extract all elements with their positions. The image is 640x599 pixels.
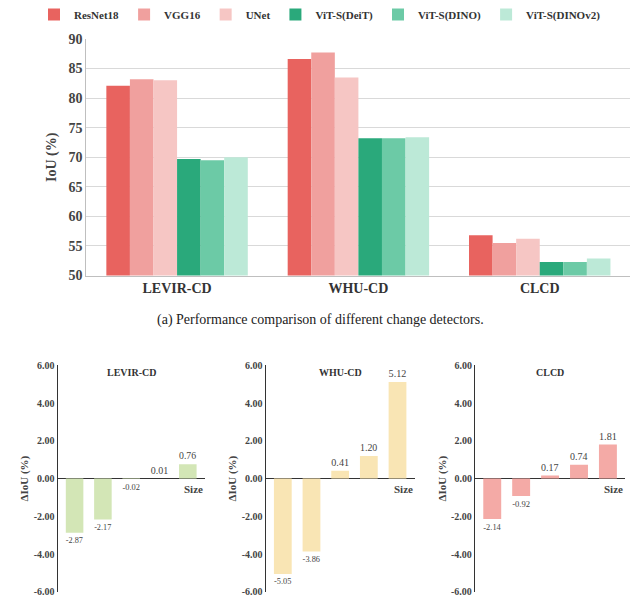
svg-text:CLCD: CLCD bbox=[536, 367, 564, 378]
svg-text:IoU (%): IoU (%) bbox=[44, 132, 60, 182]
svg-text:1.81: 1.81 bbox=[599, 431, 617, 442]
svg-text:-2.17: -2.17 bbox=[94, 523, 111, 532]
svg-text:2.00: 2.00 bbox=[37, 435, 55, 446]
svg-text:ViT-S(DINOv2): ViT-S(DINOv2) bbox=[526, 9, 600, 22]
svg-text:Size: Size bbox=[604, 483, 623, 495]
svg-text:55: 55 bbox=[69, 239, 83, 254]
svg-text:0.00: 0.00 bbox=[454, 473, 472, 484]
svg-text:-6.00: -6.00 bbox=[34, 586, 55, 597]
svg-text:-2.87: -2.87 bbox=[66, 536, 83, 545]
svg-text:4.00: 4.00 bbox=[454, 398, 472, 409]
svg-text:85: 85 bbox=[69, 61, 83, 76]
svg-text:-0.02: -0.02 bbox=[122, 482, 140, 492]
svg-text:-3.86: -3.86 bbox=[303, 555, 320, 564]
svg-text:VGG16: VGG16 bbox=[164, 9, 201, 21]
svg-text:-4.00: -4.00 bbox=[242, 549, 263, 560]
svg-text:ViT-S(DINO): ViT-S(DINO) bbox=[418, 9, 481, 22]
svg-text:-4.00: -4.00 bbox=[34, 549, 55, 560]
svg-text:80: 80 bbox=[69, 91, 83, 106]
svg-text:1.20: 1.20 bbox=[360, 442, 377, 453]
svg-text:UNet: UNet bbox=[246, 9, 271, 21]
svg-text:LEVIR-CD: LEVIR-CD bbox=[142, 281, 211, 296]
svg-text:50: 50 bbox=[69, 268, 83, 283]
svg-text:4.00: 4.00 bbox=[37, 398, 55, 409]
svg-text:70: 70 bbox=[69, 150, 83, 165]
svg-text:Size: Size bbox=[184, 483, 203, 495]
svg-text:-0.92: -0.92 bbox=[512, 499, 530, 509]
svg-text:-6.00: -6.00 bbox=[451, 586, 472, 597]
svg-text:0.00: 0.00 bbox=[37, 473, 55, 484]
svg-text:60: 60 bbox=[69, 209, 83, 224]
svg-text:2.00: 2.00 bbox=[454, 435, 472, 446]
svg-text:0.76: 0.76 bbox=[179, 450, 196, 461]
svg-text:0.74: 0.74 bbox=[570, 451, 587, 462]
svg-text:0.01: 0.01 bbox=[151, 465, 169, 476]
svg-text:ΔIoU (%): ΔIoU (%) bbox=[436, 455, 449, 501]
svg-text:ResNet18: ResNet18 bbox=[74, 9, 119, 21]
svg-text:-2.00: -2.00 bbox=[451, 511, 472, 522]
svg-text:ΔIoU (%): ΔIoU (%) bbox=[18, 455, 31, 501]
svg-text:Size: Size bbox=[394, 483, 413, 495]
svg-text:5.12: 5.12 bbox=[389, 368, 407, 379]
svg-text:65: 65 bbox=[69, 180, 83, 195]
svg-text:(a) Performance comparison of: (a) Performance comparison of different … bbox=[157, 312, 484, 328]
svg-text:90: 90 bbox=[69, 32, 83, 47]
svg-text:-2.14: -2.14 bbox=[483, 522, 501, 532]
svg-text:-4.00: -4.00 bbox=[451, 549, 472, 560]
svg-text:CLCD: CLCD bbox=[520, 281, 560, 296]
svg-text:4.00: 4.00 bbox=[245, 398, 263, 409]
svg-text:0.17: 0.17 bbox=[541, 462, 558, 473]
svg-text:0.41: 0.41 bbox=[331, 457, 349, 468]
svg-text:75: 75 bbox=[69, 121, 83, 136]
svg-text:-2.00: -2.00 bbox=[242, 511, 263, 522]
svg-text:6.00: 6.00 bbox=[245, 360, 263, 371]
svg-text:-6.00: -6.00 bbox=[242, 586, 263, 597]
svg-text:6.00: 6.00 bbox=[454, 360, 472, 371]
svg-text:ΔIoU (%): ΔIoU (%) bbox=[226, 455, 239, 501]
svg-text:2.00: 2.00 bbox=[245, 435, 263, 446]
svg-text:ViT-S(DeiT): ViT-S(DeiT) bbox=[315, 9, 373, 22]
svg-text:-2.00: -2.00 bbox=[34, 511, 55, 522]
svg-text:-5.05: -5.05 bbox=[274, 577, 291, 586]
svg-text:WHU-CD: WHU-CD bbox=[328, 281, 388, 296]
svg-text:WHU-CD: WHU-CD bbox=[319, 367, 362, 378]
svg-text:6.00: 6.00 bbox=[37, 360, 55, 371]
svg-text:LEVIR-CD: LEVIR-CD bbox=[107, 367, 156, 378]
svg-text:0.00: 0.00 bbox=[245, 473, 263, 484]
